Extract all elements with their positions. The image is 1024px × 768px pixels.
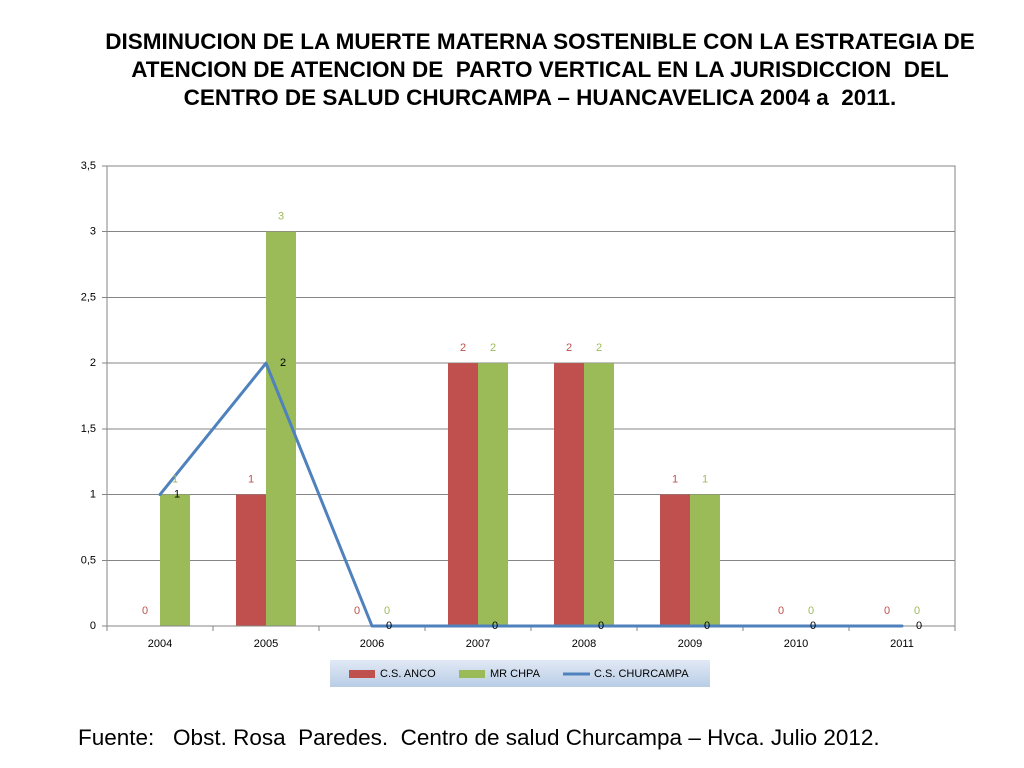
legend-box bbox=[330, 660, 710, 687]
x-tick-label: 2005 bbox=[254, 638, 278, 650]
x-tick-label: 2004 bbox=[148, 638, 172, 650]
data-label-c-s-anco-2005: 1 bbox=[248, 474, 254, 486]
data-label-c-s-churcampa-2010: 0 bbox=[810, 620, 816, 632]
data-label-c-s-anco-2011: 0 bbox=[884, 605, 890, 617]
data-label-mr-chpa-2005: 3 bbox=[278, 211, 284, 223]
data-label-c-s-churcampa-2006: 0 bbox=[386, 620, 392, 632]
data-label-mr-chpa-2011: 0 bbox=[914, 605, 920, 617]
y-tick-label: 0 bbox=[90, 620, 96, 632]
data-label-c-s-anco-2006: 0 bbox=[354, 605, 360, 617]
data-label-c-s-churcampa-2005: 2 bbox=[280, 357, 286, 369]
data-label-c-s-churcampa-2009: 0 bbox=[704, 620, 710, 632]
data-label-c-s-churcampa-2007: 0 bbox=[492, 620, 498, 632]
data-label-mr-chpa-2006: 0 bbox=[384, 605, 390, 617]
x-tick-label: 2009 bbox=[678, 638, 702, 650]
axes: 0 0,5 1 1,5 2 2,5 3 3,5 2004 2005 2006 2007 2008 2009… bbox=[81, 160, 956, 650]
data-label-mr-chpa-2008: 2 bbox=[596, 342, 602, 354]
data-label-c-s-anco-2007: 2 bbox=[460, 342, 466, 354]
legend-label-c-s-churcampa: C.S. CHURCAMPA bbox=[594, 668, 689, 680]
bar-mr-chpa-2008 bbox=[584, 363, 614, 626]
bar-c-s-anco-2007 bbox=[448, 363, 478, 626]
y-tick-label: 0,5 bbox=[81, 554, 96, 566]
y-tick-label: 1 bbox=[90, 489, 96, 501]
data-label-c-s-churcampa-2011: 0 bbox=[916, 620, 922, 632]
data-label-c-s-anco-2008: 2 bbox=[566, 342, 572, 354]
gridlines bbox=[107, 165, 955, 561]
x-tick-label: 2011 bbox=[890, 638, 914, 650]
x-tick-label: 2010 bbox=[784, 638, 808, 650]
source-note: Fuente: Obst. Rosa Paredes. Centro de sa… bbox=[78, 725, 880, 750]
data-label-mr-chpa-2004: 1 bbox=[172, 474, 178, 486]
legend-swatch-mr-chpa bbox=[459, 670, 485, 678]
y-tick-label: 1,5 bbox=[81, 423, 96, 435]
y-tick-label: 2,5 bbox=[81, 291, 96, 303]
data-label-mr-chpa-2007: 2 bbox=[490, 342, 496, 354]
bar-c-s-anco-2008 bbox=[554, 363, 584, 626]
data-label-c-s-anco-2009: 1 bbox=[672, 474, 678, 486]
data-label-c-s-anco-2010: 0 bbox=[778, 605, 784, 617]
legend-label-c-s-anco: C.S. ANCO bbox=[380, 668, 436, 680]
bar-c-s-anco-2005 bbox=[236, 494, 266, 626]
data-label-c-s-churcampa-2004: 1 bbox=[174, 489, 180, 501]
legend-item-c-s-churcampa: C.S. CHURCAMPA bbox=[563, 668, 689, 680]
legend-item-mr-chpa: MR CHPA bbox=[459, 668, 541, 680]
legend-swatch-c-s-anco bbox=[349, 670, 375, 678]
legend: C.S. ANCO MR CHPA C.S. CHURCAMPA bbox=[330, 660, 710, 687]
legend-item-c-s-anco: C.S. ANCO bbox=[349, 668, 436, 680]
x-tick-label: 2007 bbox=[466, 638, 490, 650]
data-label-c-s-anco-2004: 0 bbox=[142, 605, 148, 617]
plot-area-border bbox=[106, 165, 956, 627]
legend-label-mr-chpa: MR CHPA bbox=[490, 668, 541, 680]
y-tick-label: 3,5 bbox=[81, 160, 96, 172]
series-line-c-s-churcampa bbox=[158, 361, 904, 628]
bar-c-s-anco-2009 bbox=[660, 494, 690, 626]
lines bbox=[158, 361, 904, 628]
bar-mr-chpa-2009 bbox=[690, 494, 720, 626]
x-tick-label: 2008 bbox=[572, 638, 596, 650]
combo-chart: 0 0,5 1 1,5 2 2,5 3 3,5 2004 2005 2006 2007 2008 2009… bbox=[81, 160, 956, 687]
plot-frame bbox=[106, 165, 956, 627]
data-labels: 0 1 0 2 2 1 0 0 1 3 0 2 2 1 0 0 1 2 0 0 0 0 0 0 bbox=[142, 211, 922, 632]
data-label-mr-chpa-2009: 1 bbox=[702, 474, 708, 486]
data-label-mr-chpa-2010: 0 bbox=[808, 605, 814, 617]
y-tick-label: 3 bbox=[90, 226, 96, 238]
chart-title: DISMINUCION DE LA MUERTE MATERNA SOSTENI… bbox=[105, 29, 975, 110]
y-tick-label: 2 bbox=[90, 357, 96, 369]
x-tick-label: 2006 bbox=[360, 638, 384, 650]
data-label-c-s-churcampa-2008: 0 bbox=[598, 620, 604, 632]
bar-mr-chpa-2007 bbox=[478, 363, 508, 626]
bar-mr-chpa-2004 bbox=[160, 494, 190, 626]
